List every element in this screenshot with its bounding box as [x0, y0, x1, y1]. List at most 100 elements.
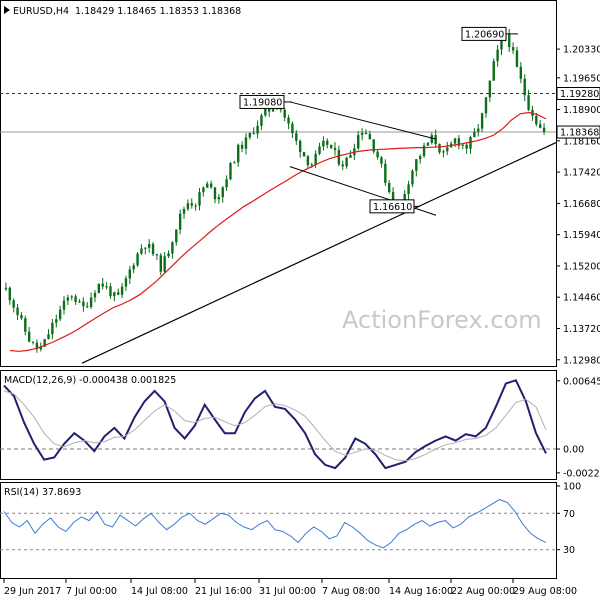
candle-body	[477, 128, 480, 132]
candle-body	[178, 213, 182, 230]
candle-body	[194, 205, 197, 207]
candle-body	[144, 247, 147, 249]
rsi-plot: 100 70 30	[0, 482, 581, 556]
x-tick-label: 7 Jul 00:00	[66, 586, 117, 597]
candle-body	[55, 319, 58, 323]
candle-body	[326, 140, 329, 145]
candle-body	[8, 287, 12, 301]
x-tick-label: 22 Aug 00:00	[451, 586, 515, 597]
candle-body	[163, 256, 166, 272]
candle-body	[264, 108, 267, 116]
candle-body	[190, 203, 193, 206]
candle-body	[384, 163, 387, 183]
candle-body	[442, 151, 445, 153]
price-tick-label: 1.19650	[563, 73, 600, 84]
candle-body	[337, 149, 341, 165]
price-tick-label: 1.18900	[563, 105, 600, 116]
candle-body	[457, 138, 461, 146]
candle-body	[120, 286, 124, 295]
price-tick-label: 1.16680	[563, 199, 600, 210]
macd-title: MACD(12,26,9) -0.000438 0.001825	[4, 375, 176, 386]
candle-body	[78, 301, 81, 303]
macd-panel	[0, 370, 557, 480]
rising-trend-line	[81, 141, 557, 364]
candle-body	[500, 38, 503, 50]
candle-body	[124, 278, 128, 287]
hline-price-label: 1.19280	[560, 89, 599, 100]
candle-body	[368, 134, 372, 140]
x-tick-label: 29 Aug 08:00	[513, 586, 577, 597]
candle-body	[391, 192, 395, 204]
candle-body	[209, 183, 213, 188]
candle-body	[345, 157, 348, 167]
candle-body	[357, 134, 360, 149]
x-tick-label: 14 Jul 08:00	[131, 586, 188, 597]
x-tick-label: 14 Aug 16:00	[389, 586, 453, 597]
candle-body	[128, 269, 132, 279]
annotation-box	[369, 199, 415, 214]
header-marker-icon	[4, 6, 10, 14]
annotation-label: 1.19080	[243, 97, 282, 108]
macd-tick-label: 0.006454	[563, 376, 600, 387]
current-price-box	[556, 125, 600, 139]
price-y-axis: 1.20330 1.19650 1.18900 1.18160 1.17420 1.166…	[556, 45, 600, 366]
watermark: ActionForex.com	[342, 306, 542, 334]
candle-body	[480, 113, 484, 129]
candle-body	[492, 61, 495, 81]
candle-body	[35, 342, 39, 350]
candle-body	[314, 153, 317, 165]
candle-body	[58, 309, 62, 320]
candle-body	[267, 108, 271, 112]
candle-body	[484, 97, 488, 114]
candle-body	[117, 292, 120, 295]
candle-body	[511, 47, 515, 51]
candle-body	[418, 156, 422, 160]
annotation-box	[461, 26, 507, 41]
symbol-label: EURUSD,H4	[13, 6, 69, 17]
candle-body	[438, 144, 441, 153]
candle-body	[333, 147, 337, 150]
candle-body	[488, 80, 492, 98]
macd-plot: 0.006454 0.00 -0.002252	[0, 376, 600, 479]
candle-body	[4, 287, 8, 290]
candle-body	[360, 132, 364, 135]
candle-body	[202, 187, 205, 193]
candle-body	[16, 307, 19, 316]
channel-upper-line	[289, 101, 437, 140]
price-tick-label: 1.18160	[563, 136, 600, 147]
candle-body	[271, 109, 275, 112]
candle-body	[217, 197, 221, 200]
candle-body	[240, 144, 244, 149]
ohlc-label: 1.18429 1.18465 1.18353 1.18368	[75, 6, 241, 17]
candle-body	[283, 109, 286, 118]
x-tick-label: 31 Jul 00:00	[259, 586, 316, 597]
candle-body	[221, 187, 224, 198]
candle-body	[244, 137, 248, 149]
rsi-tick-label: 100	[563, 482, 581, 493]
candle-body	[86, 306, 89, 308]
candle-body	[256, 125, 259, 134]
rsi-line	[3, 499, 547, 549]
rsi-tick-label: 30	[563, 545, 575, 556]
hline-price-box	[556, 86, 600, 100]
candle-body	[527, 95, 530, 110]
candle-body	[260, 115, 263, 126]
candle-body	[248, 132, 252, 138]
candle-body	[105, 286, 108, 288]
candle-body	[51, 322, 54, 335]
candle-body	[519, 66, 523, 79]
candlesticks	[4, 29, 546, 353]
candle-body	[523, 78, 526, 96]
candle-body	[31, 341, 35, 343]
candle-body	[39, 346, 42, 350]
ma-line	[9, 111, 547, 352]
candle-body	[372, 139, 375, 152]
candle-body	[113, 292, 116, 297]
signal-line	[3, 390, 547, 462]
candle-body	[515, 50, 519, 67]
candle-body	[535, 115, 538, 125]
candle-body	[453, 138, 457, 144]
moving-average	[9, 111, 547, 352]
candle-body	[430, 135, 433, 143]
